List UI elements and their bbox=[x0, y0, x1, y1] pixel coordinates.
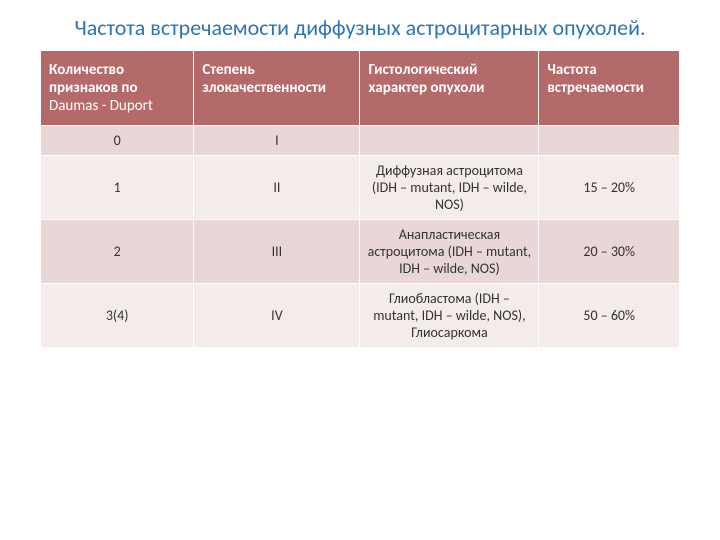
cell: 2 bbox=[41, 219, 194, 283]
table-row: 3(4) IV Глиобластома (IDH – mutant, IDH … bbox=[41, 283, 680, 347]
slide-title: Частота встречаемости диффузных астроцит… bbox=[0, 0, 720, 50]
header-main-1: Степень злокачественности bbox=[202, 61, 326, 97]
header-main-2: Гистологический характер опухоли bbox=[368, 61, 484, 97]
cell: Диффузная астроцитома (IDH – mutant, IDH… bbox=[360, 155, 539, 219]
cell: IV bbox=[194, 283, 360, 347]
table-row: 2 III Анапластическая астроцитома (IDH –… bbox=[41, 219, 680, 283]
header-cell-2: Гистологический характер опухоли bbox=[360, 50, 539, 125]
cell: Глиобластома (IDH – mutant, IDH – wilde,… bbox=[360, 283, 539, 347]
table-header-row: Количество признаков по Daumas - Duport … bbox=[41, 50, 680, 125]
header-cell-3: Частота встречаемости bbox=[539, 50, 680, 125]
cell: 1 bbox=[41, 155, 194, 219]
cell: 0 bbox=[41, 125, 194, 155]
frequency-table: Количество признаков по Daumas - Duport … bbox=[40, 50, 680, 348]
cell: I bbox=[194, 125, 360, 155]
header-cell-0: Количество признаков по Daumas - Duport bbox=[41, 50, 194, 125]
cell: 50 – 60% bbox=[539, 283, 680, 347]
table-row: 0 I bbox=[41, 125, 680, 155]
cell: 20 – 30% bbox=[539, 219, 680, 283]
header-cell-1: Степень злокачественности bbox=[194, 50, 360, 125]
header-main-0: Количество признаков по bbox=[49, 61, 138, 97]
cell: 3(4) bbox=[41, 283, 194, 347]
cell bbox=[360, 125, 539, 155]
header-main-3: Частота встречаемости bbox=[547, 61, 644, 97]
cell: III bbox=[194, 219, 360, 283]
slide: Частота встречаемости диффузных астроцит… bbox=[0, 0, 720, 540]
cell bbox=[539, 125, 680, 155]
table-container: Количество признаков по Daumas - Duport … bbox=[0, 50, 720, 348]
header-sub-0: Daumas - Duport bbox=[49, 97, 185, 115]
cell: 15 – 20% bbox=[539, 155, 680, 219]
table-row: 1 II Диффузная астроцитома (IDH – mutant… bbox=[41, 155, 680, 219]
cell: Анапластическая астроцитома (IDH – mutan… bbox=[360, 219, 539, 283]
cell: II bbox=[194, 155, 360, 219]
